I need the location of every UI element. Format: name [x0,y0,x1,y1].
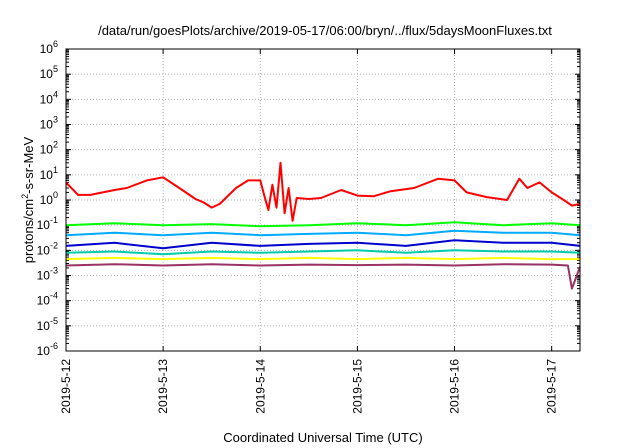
y-tick-label-base: 10 [40,168,54,182]
y-tick-label: 100 [40,190,58,207]
y-tick-label-base: 10 [40,92,54,106]
y-axis-label-prefix: protons/cm [21,199,36,263]
y-tick-label-exp: -3 [50,266,58,276]
x-tick-label: 2019-5-16 [448,359,462,414]
x-tick-label: 2019-5-17 [545,359,559,414]
y-tick-label-base: 10 [40,143,54,157]
y-tick-label: 10-1 [37,215,58,232]
y-tick-label-base: 10 [40,118,54,132]
x-axis-label: Coordinated Universal Time (UTC) [223,430,422,445]
series-line-1 [65,161,581,222]
series-line-2 [65,221,581,228]
y-tick-label-base: 10 [37,243,51,257]
y-tick-label: 101 [40,165,58,182]
y-tick-label-exp: -2 [50,240,58,250]
y-tick-label-base: 10 [37,344,51,358]
series-line-5 [65,249,581,256]
y-tick-label-base: 10 [40,42,54,56]
y-tick-label-base: 10 [37,218,51,232]
y-tick-label-base: 10 [37,294,51,308]
data-series [65,161,581,290]
x-tick-label: 2019-5-14 [253,359,267,414]
y-tick-label-exp: 6 [53,39,58,49]
y-tick-label-exp: 1 [53,165,58,175]
y-tick-label: 10-2 [37,240,58,257]
y-tick-label-exp: 3 [53,115,58,125]
y-tick-label: 104 [40,89,58,106]
y-tick-label-exp: 0 [53,190,58,200]
y-tick-label-exp: -5 [50,316,58,326]
y-axis-label: protons/cm2-s-sr-MeV [20,136,36,263]
y-tick-label-base: 10 [40,67,54,81]
x-tick-label: 2019-5-12 [59,359,73,414]
y-tick-label-exp: -4 [50,291,58,301]
y-tick-label: 105 [40,64,58,81]
y-tick-label-base: 10 [40,193,54,207]
series-line-6 [65,256,580,261]
y-tick-label-exp: -1 [50,215,58,225]
plot-frame [65,48,581,352]
y-axis-label-suffix: -s-sr-MeV [21,136,36,193]
y-tick-label-exp: 5 [53,64,58,74]
y-tick-label: 10-6 [37,341,58,358]
y-tick-label: 106 [40,39,58,56]
x-tick-label: 2019-5-15 [350,359,364,414]
y-tick-labels: 10-610-510-410-310-210-11001011021031041… [37,39,58,358]
y-tick-label-exp: -6 [50,341,58,351]
y-tick-label: 103 [40,115,58,132]
y-tick-label: 10-4 [37,291,58,308]
chart-title: /data/run/goesPlots/archive/2019-05-17/0… [98,23,552,38]
series-line-7 [65,263,581,290]
y-tick-label-exp: 4 [53,89,58,99]
y-tick-label: 102 [40,140,58,157]
y-tick-label-base: 10 [37,319,51,333]
y-tick-label: 10-3 [37,266,58,283]
series-line-3 [65,229,581,237]
y-tick-label-exp: 2 [53,140,58,150]
x-tick-labels: 2019-5-12 2019-5-13 2019-5-14 2019-5-15 2019… [59,359,559,414]
y-tick-label-base: 10 [37,269,51,283]
x-tick-label: 2019-5-13 [156,359,170,414]
y-axis-label-sup: 2 [20,194,30,199]
series-line-4 [65,239,581,250]
y-tick-label: 10-5 [37,316,58,333]
